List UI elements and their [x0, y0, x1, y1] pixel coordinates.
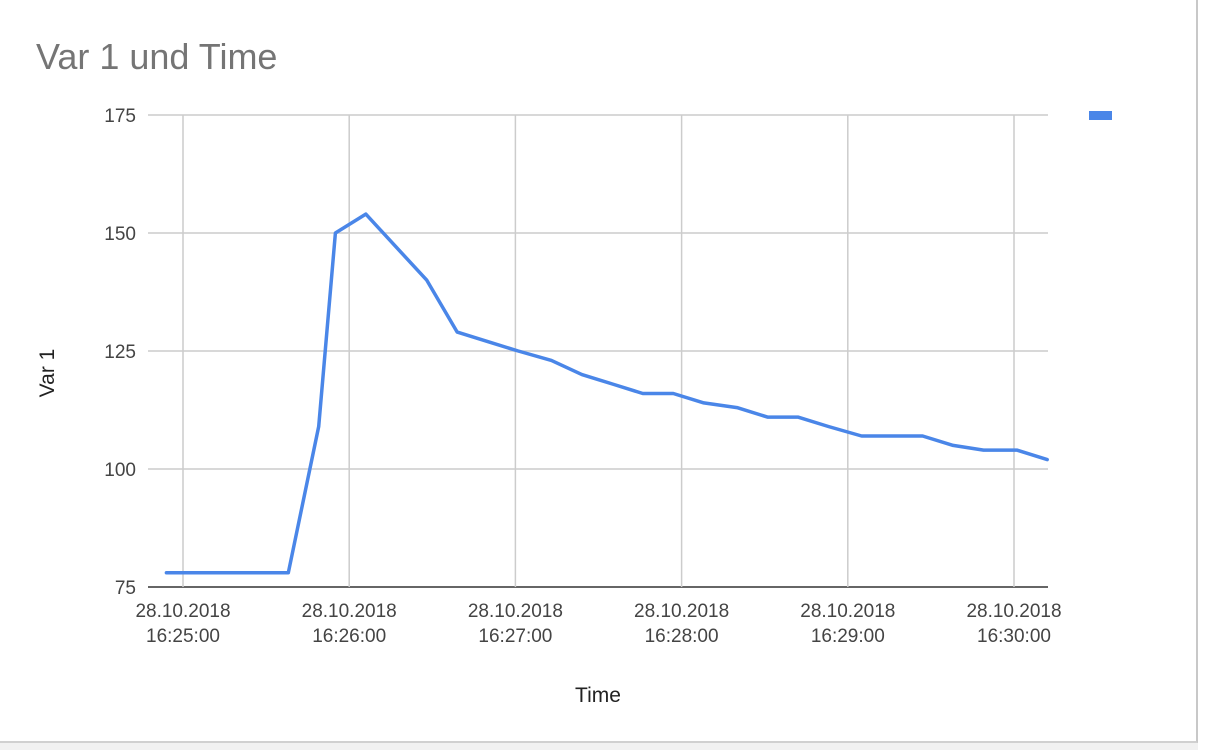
x-tick-date: 28.10.2018	[634, 601, 729, 622]
y-tick-label: 175	[104, 106, 136, 127]
y-axis-label: Var 1	[36, 349, 59, 398]
y-tick-label: 75	[115, 578, 136, 599]
x-tick-time: 16:27:00	[478, 626, 552, 647]
y-axis-ticks: 75 100 125 150 175	[104, 106, 136, 599]
legend	[1089, 111, 1112, 120]
x-axis-label: Time	[575, 684, 621, 707]
series-group	[164, 212, 1049, 575]
x-tick-time: 16:29:00	[811, 626, 885, 647]
x-tick-date: 28.10.2018	[302, 601, 397, 622]
x-axis-ticks: 28.10.2018 16:25:00 28.10.2018 16:26:00 28.1…	[135, 601, 1061, 647]
grid-lines	[148, 114, 1048, 588]
y-tick-label: 150	[104, 224, 136, 245]
y-tick-label: 100	[104, 460, 136, 481]
x-tick-date: 28.10.2018	[800, 601, 895, 622]
legend-swatch	[1089, 111, 1112, 120]
x-tick-date: 28.10.2018	[135, 601, 230, 622]
x-tick-date: 28.10.2018	[966, 601, 1061, 622]
x-tick-time: 16:28:00	[645, 626, 719, 647]
x-tick-time: 16:25:00	[146, 626, 220, 647]
sheet-edge	[1198, 0, 1206, 750]
y-tick-label: 125	[104, 342, 136, 363]
x-tick-date: 28.10.2018	[468, 601, 563, 622]
chart-title: Var 1 und Time	[36, 36, 278, 77]
x-tick-time: 16:30:00	[977, 626, 1051, 647]
series-line	[164, 212, 1049, 575]
x-tick-time: 16:26:00	[312, 626, 386, 647]
